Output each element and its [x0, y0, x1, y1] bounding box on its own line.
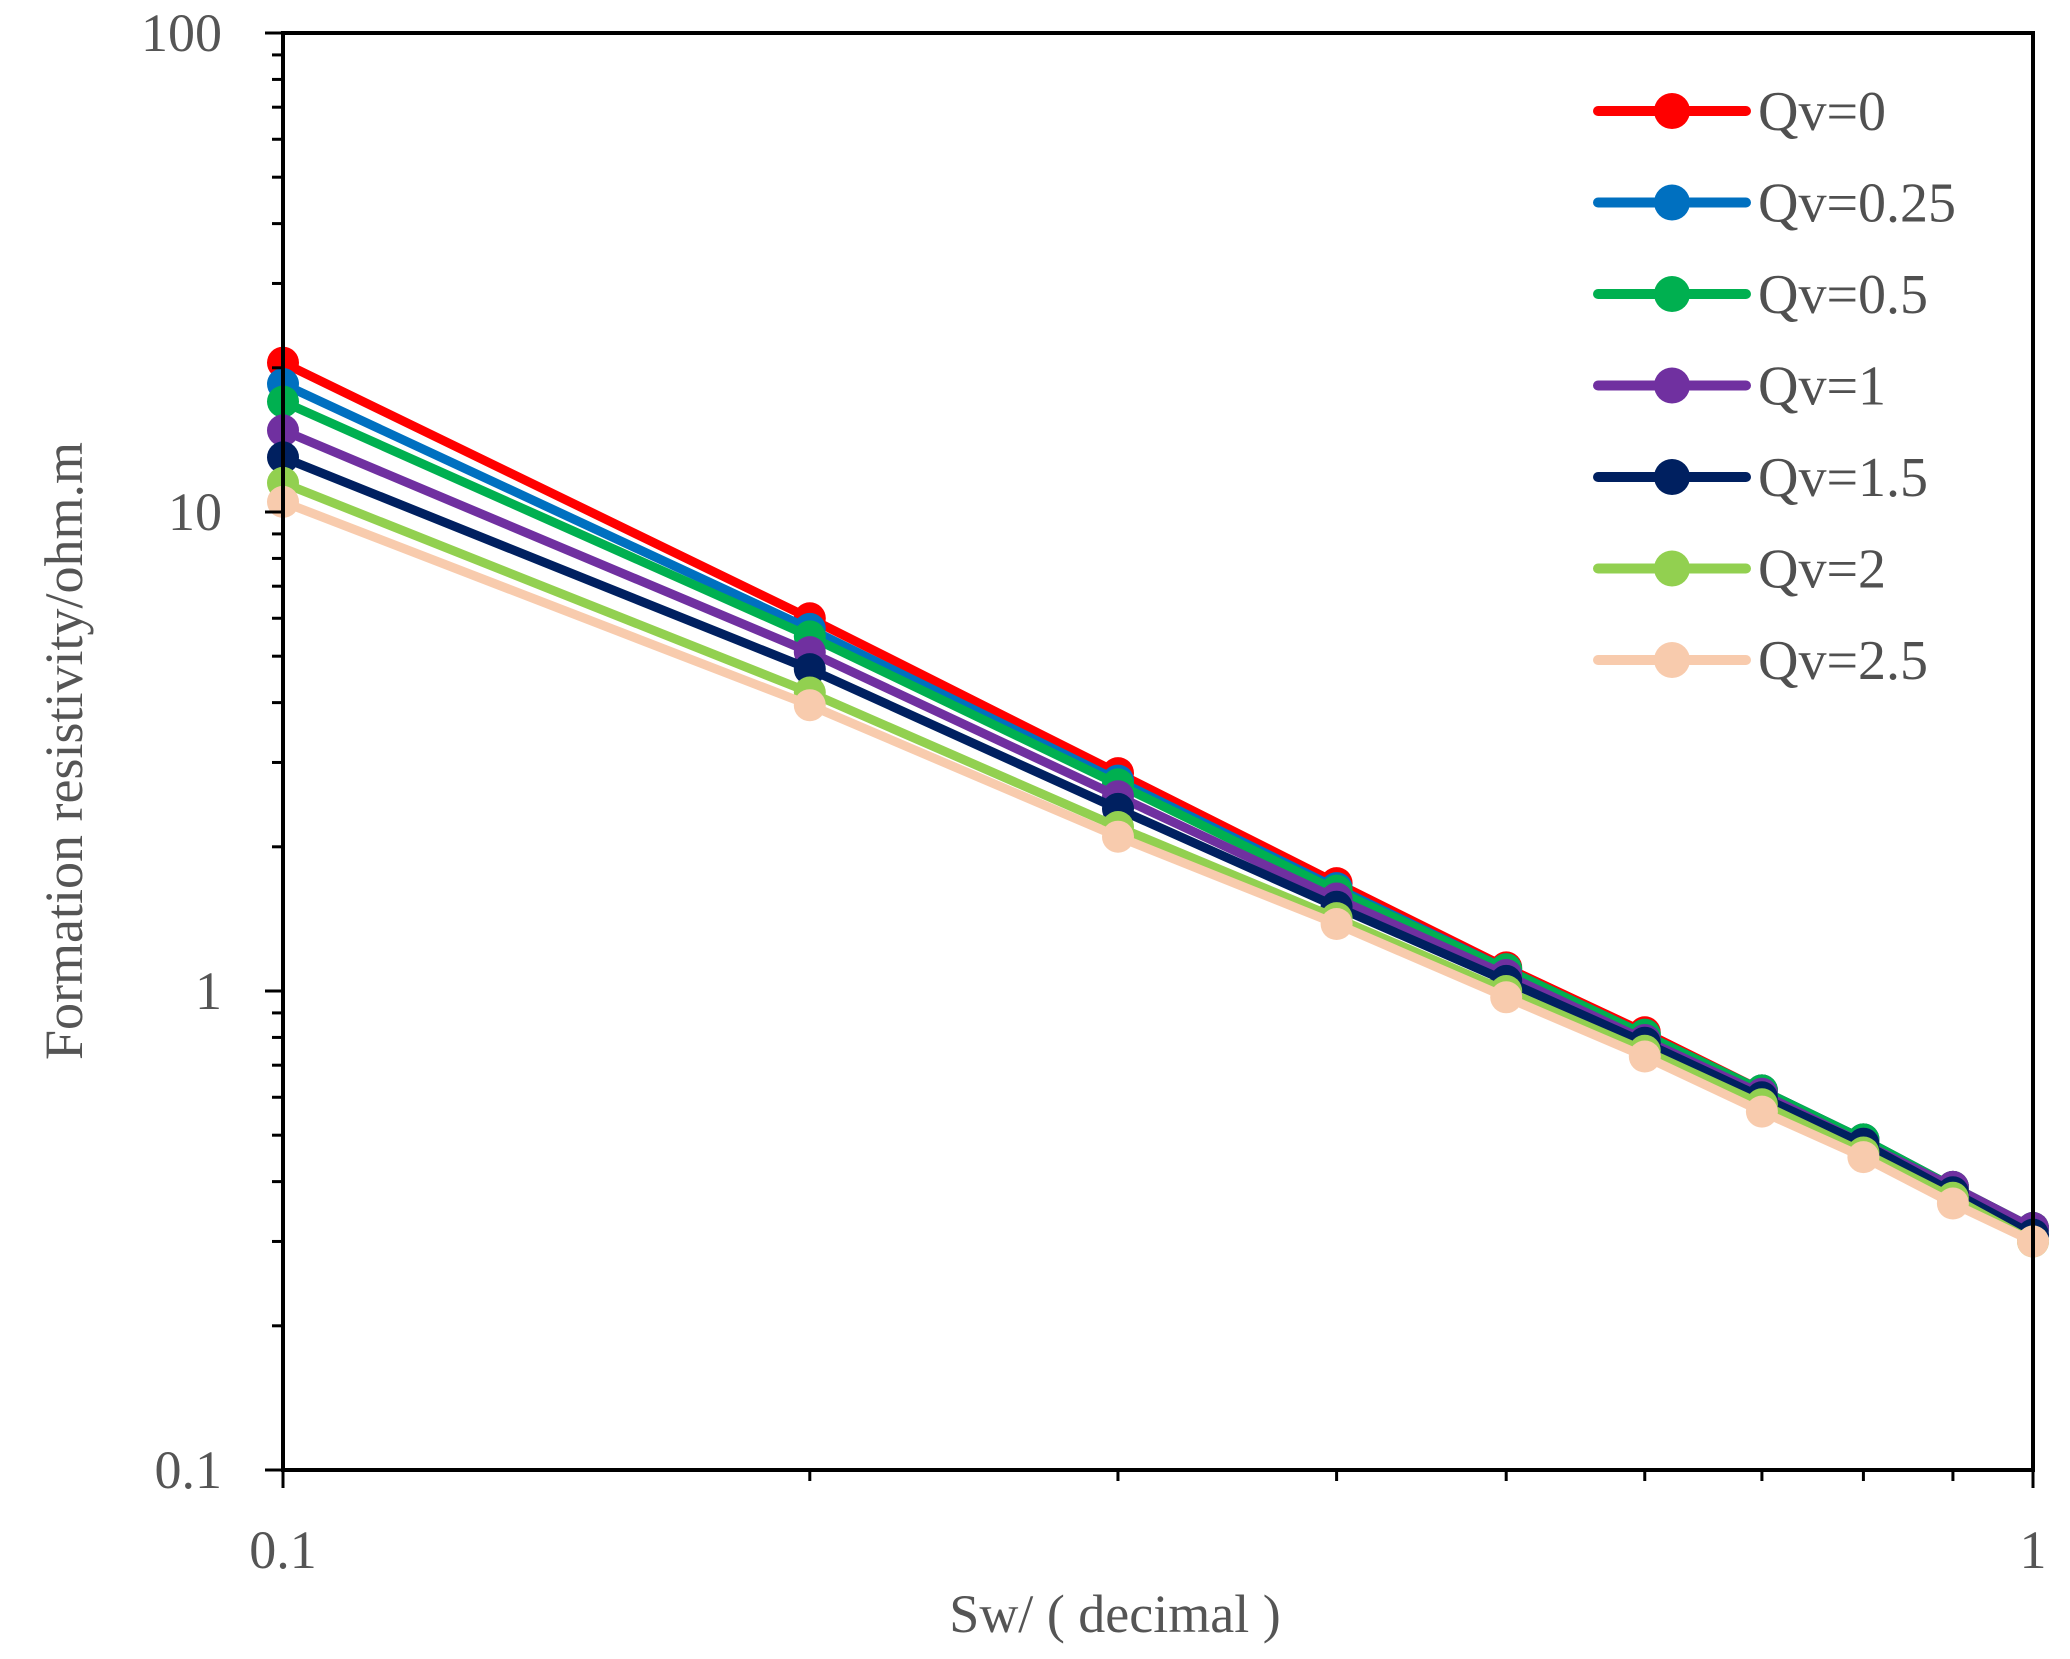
ticks-layer — [265, 31, 2035, 1488]
y-tick-label-1: 1 — [195, 961, 222, 1021]
legend-label: Qv=0.5 — [1758, 264, 1928, 326]
legend-label: Qv=0 — [1758, 81, 1886, 143]
legend: Qv=0 Qv=0.25 Qv=0.5 Qv=1 Qv=1.5 Qv=2 Qv=2.5 — [1593, 81, 1956, 692]
legend-item: Qv=2 — [1593, 539, 1886, 601]
legend-swatch-marker — [1654, 93, 1690, 129]
data-point — [1936, 1187, 1969, 1220]
axis-layer — [281, 31, 2035, 1472]
series-layer — [267, 346, 2049, 1258]
legend-label: Qv=2.5 — [1758, 630, 1928, 692]
legend-item: Qv=2.5 — [1593, 630, 1928, 692]
y-tick-label-100: 100 — [141, 3, 222, 63]
legend-swatch-marker — [1654, 184, 1690, 221]
x-axis-label: Sw/ ( decimal ) — [949, 1584, 1280, 1644]
data-point — [793, 653, 826, 686]
legend-item: Qv=1.5 — [1593, 447, 1928, 509]
legend-label: Qv=2 — [1758, 539, 1886, 601]
series-Qv=2.5 — [267, 485, 2049, 1258]
legend-swatch-marker — [1654, 550, 1690, 587]
legend-item: Qv=0 — [1593, 81, 1886, 143]
legend-swatch-marker — [1654, 276, 1690, 312]
data-point — [1102, 820, 1134, 853]
data-point — [793, 689, 826, 722]
series-line — [278, 452, 2038, 1240]
legend-item: Qv=0.5 — [1593, 264, 1928, 326]
legend-swatch-marker — [1654, 459, 1690, 495]
y-tick-label-0.1: 0.1 — [155, 1440, 223, 1500]
legend-label: Qv=1.5 — [1758, 447, 1928, 509]
data-point — [1320, 908, 1353, 940]
data-point — [1490, 981, 1523, 1014]
legend-item: Qv=1 — [1593, 356, 1886, 418]
legend-label: Qv=0.25 — [1758, 173, 1956, 235]
data-point — [1847, 1141, 1880, 1174]
legend-item: Qv=0.25 — [1593, 173, 1956, 235]
y-tick-label-10: 10 — [168, 482, 222, 542]
x-tick-label-max: 1 — [2020, 1520, 2047, 1580]
plot-frame — [281, 31, 2035, 1472]
x-tick-label-min: 0.1 — [249, 1520, 317, 1580]
series-line — [278, 497, 2038, 1246]
legend-swatch-marker — [1654, 367, 1690, 404]
y-axis-label: Formation resistivity/ohm.m — [34, 442, 94, 1060]
legend-swatch-marker — [1654, 642, 1690, 678]
series-line — [278, 478, 2038, 1246]
data-point — [1628, 1040, 1661, 1073]
data-point — [1745, 1095, 1778, 1128]
legend-label: Qv=1 — [1758, 356, 1886, 418]
